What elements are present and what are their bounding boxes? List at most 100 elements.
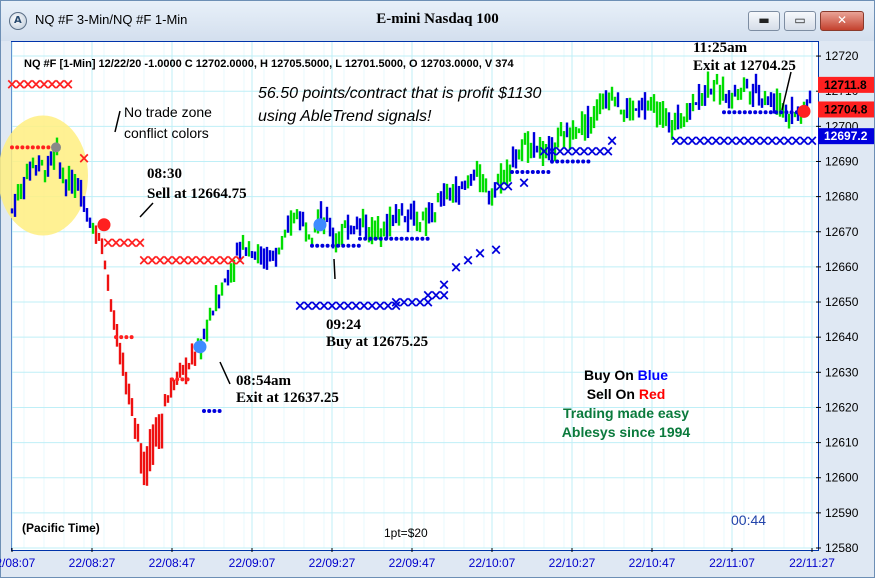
- trend-dot-marker: [737, 110, 742, 115]
- trend-x-marker: ×: [734, 131, 747, 149]
- trend-dot-marker: [779, 110, 784, 115]
- trend-dot-marker: [425, 236, 430, 241]
- trend-dot-marker: [753, 110, 758, 115]
- trend-dot-marker: [175, 377, 180, 382]
- trend-x-marker: ×: [46, 75, 59, 93]
- trend-dot-marker: [41, 145, 46, 150]
- title-bar[interactable]: A NQ #F 3-Min/NQ #F 1-Min E-mini Nasdaq …: [1, 1, 874, 41]
- y-tick-label: 12670: [825, 225, 859, 239]
- trend-dot-marker: [768, 110, 773, 115]
- trend-dot-marker: [373, 236, 378, 241]
- chart-title: E-mini Nasdaq 100: [376, 11, 499, 27]
- trend-x-marker: ×: [538, 142, 551, 160]
- trend-dot-marker: [114, 335, 118, 340]
- trend-x-marker: ×: [702, 131, 715, 149]
- trend-dot-marker: [310, 243, 314, 248]
- trend-x-marker: ×: [546, 142, 559, 160]
- signal-sell-marker: [97, 218, 111, 232]
- sell-time-label: 08:30: [147, 166, 182, 182]
- close-icon: ✕: [836, 13, 848, 27]
- trend-dot-marker: [581, 159, 586, 164]
- trend-dot-marker: [732, 110, 737, 115]
- trend-x-marker: ×: [474, 244, 487, 262]
- trend-dot-marker: [15, 145, 20, 150]
- price-tag-label: 12697.2: [824, 129, 868, 143]
- exit2-price-label: Exit at 12704.25: [693, 58, 796, 74]
- trend-x-marker: ×: [686, 131, 699, 149]
- trend-x-marker: ×: [586, 142, 599, 160]
- trend-x-marker: ×: [398, 293, 411, 311]
- x-tick-label: 22/08:07: [0, 556, 36, 570]
- minimize-button[interactable]: ▬: [748, 11, 780, 31]
- trend-dot-marker: [119, 335, 124, 340]
- bar-clock: 00:44: [731, 512, 766, 528]
- y-tick-label: 12600: [825, 471, 859, 485]
- buy-time-label: 09:24: [326, 317, 361, 333]
- trend-dot-marker: [410, 236, 414, 241]
- x-tick-label: 22/10:07: [469, 556, 516, 570]
- trend-x-marker: ×: [562, 142, 575, 160]
- exit1-pointer: [219, 361, 231, 385]
- trend-x-marker: ×: [234, 251, 247, 269]
- legend-sell-line: Sell On Red: [587, 386, 666, 402]
- legend-company: Ablesys since 1994: [562, 424, 691, 440]
- trend-dot-marker: [784, 110, 789, 115]
- trend-dot-marker: [325, 243, 330, 248]
- maximize-button[interactable]: ▭: [784, 11, 816, 31]
- quote-header: NQ #F [1-Min] 12/22/20 -1.0000 C 12702.0…: [24, 58, 515, 70]
- trend-x-marker: ×: [422, 286, 435, 304]
- trend-dot-marker: [124, 335, 129, 340]
- trend-dot-marker: [420, 236, 425, 241]
- trend-x-marker: ×: [126, 233, 139, 251]
- trend-x-marker: ×: [450, 258, 463, 276]
- trend-x-marker: ×: [710, 131, 723, 149]
- y-tick-label: 12690: [825, 154, 859, 168]
- x-tick-label: 22/08:47: [149, 556, 196, 570]
- trend-x-marker: ×: [718, 131, 731, 149]
- trend-x-marker: ×: [742, 131, 755, 149]
- trend-x-marker: ×: [326, 297, 339, 315]
- trend-dot-marker: [560, 159, 565, 164]
- trend-x-marker: ×: [766, 131, 779, 149]
- trend-x-marker: ×: [302, 297, 315, 315]
- trend-dot-marker: [180, 377, 185, 382]
- trend-dot-marker: [415, 236, 420, 241]
- trend-x-marker: ×: [750, 131, 763, 149]
- x-tick-label: 22/09:27: [309, 556, 356, 570]
- trend-dot-marker: [399, 236, 404, 241]
- trend-dot-marker: [550, 159, 554, 164]
- trend-dot-marker: [394, 236, 399, 241]
- window-title: NQ #F 3-Min/NQ #F 1-Min: [35, 12, 188, 27]
- trend-x-marker: ×: [38, 75, 51, 93]
- trend-x-marker: ×: [202, 251, 215, 269]
- y-tick-label: 12650: [825, 295, 859, 309]
- maximize-icon: ▭: [794, 13, 806, 27]
- x-tick-label: 22/11:07: [709, 556, 755, 570]
- trend-dot-marker: [555, 159, 560, 164]
- x-tick-label: 22/09:47: [389, 556, 436, 570]
- trend-dot-marker: [217, 408, 222, 413]
- y-tick-label: 12660: [825, 260, 859, 274]
- app-logo-icon[interactable]: A: [9, 12, 27, 30]
- trend-x-marker: ×: [758, 131, 771, 149]
- trend-dot-marker: [565, 159, 570, 164]
- trend-dot-marker: [30, 145, 35, 150]
- trend-x-marker: ×: [414, 293, 427, 311]
- y-tick-label: 12720: [825, 49, 859, 63]
- y-tick-label: 12620: [825, 400, 859, 414]
- timezone-label: (Pacific Time): [22, 521, 100, 535]
- trend-x-marker: ×: [422, 293, 435, 311]
- trend-x-marker: ×: [694, 131, 707, 149]
- sell-pointer: [139, 202, 154, 218]
- close-button[interactable]: ✕: [820, 11, 864, 31]
- trend-x-marker: ×: [62, 75, 75, 93]
- trend-dot-marker: [346, 243, 351, 248]
- trend-x-marker: ×: [110, 233, 123, 251]
- trend-x-marker: ×: [578, 142, 591, 160]
- trend-x-marker: ×: [318, 297, 331, 315]
- trend-x-marker: ×: [554, 142, 567, 160]
- trend-x-marker: ×: [118, 233, 131, 251]
- y-tick-label: 12680: [825, 190, 859, 204]
- trend-x-marker: ×: [194, 251, 207, 269]
